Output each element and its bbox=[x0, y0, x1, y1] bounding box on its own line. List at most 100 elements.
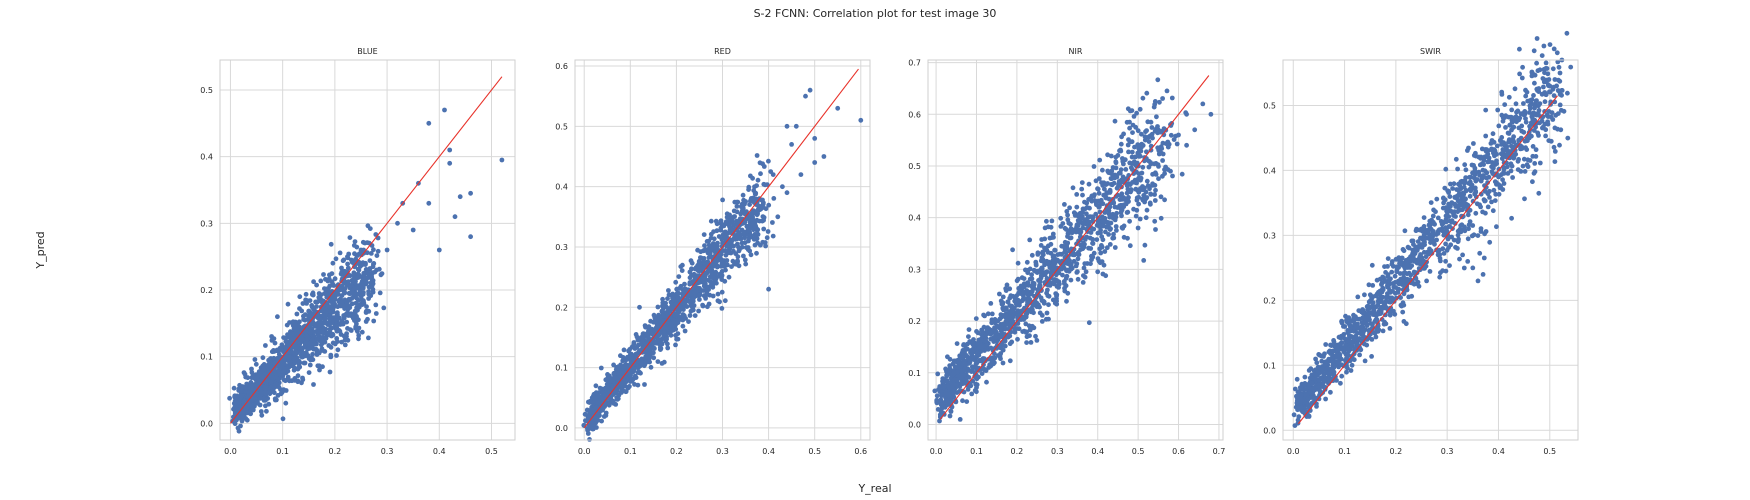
y-tick-label: 0.5 bbox=[1263, 101, 1276, 110]
scatter-point bbox=[315, 363, 321, 369]
scatter-point bbox=[1127, 125, 1132, 131]
scatter-point bbox=[353, 300, 359, 306]
scatter-point bbox=[1078, 210, 1084, 216]
scatter-point bbox=[1478, 178, 1484, 184]
scatter-point bbox=[708, 254, 713, 260]
scatter-point bbox=[1200, 101, 1206, 107]
scatter-point bbox=[770, 233, 776, 239]
scatter-point bbox=[685, 294, 691, 300]
scatter-point bbox=[1038, 269, 1044, 275]
scatter-point bbox=[1117, 197, 1123, 203]
scatter-point bbox=[1149, 131, 1155, 137]
scatter-point bbox=[1184, 111, 1189, 117]
scatter-point bbox=[1143, 215, 1149, 221]
scatter-point bbox=[1465, 212, 1471, 218]
scatter-point bbox=[1091, 250, 1097, 256]
scatter-point bbox=[747, 232, 753, 238]
scatter-point bbox=[687, 288, 693, 293]
scatter-point bbox=[329, 333, 334, 339]
scatter-point bbox=[702, 278, 707, 284]
scatter-point bbox=[1073, 228, 1079, 234]
x-tick-label: 0.1 bbox=[276, 447, 289, 456]
scatter-point bbox=[333, 323, 339, 328]
scatter-point bbox=[1102, 249, 1108, 254]
scatter-point bbox=[1133, 213, 1139, 219]
y-tick-label: 0.3 bbox=[908, 265, 921, 274]
scatter-point bbox=[771, 196, 777, 201]
scatter-point bbox=[731, 223, 737, 228]
scatter-point bbox=[1106, 206, 1111, 212]
scatter-point bbox=[741, 253, 746, 259]
scatter-point bbox=[1139, 144, 1144, 150]
scatter-point bbox=[287, 359, 293, 364]
scatter-point bbox=[1413, 276, 1419, 281]
scatter-point bbox=[1490, 208, 1496, 214]
scatter-point bbox=[753, 218, 759, 224]
scatter-point bbox=[340, 258, 346, 264]
y-tick-label: 0.1 bbox=[555, 364, 568, 373]
scatter-point bbox=[342, 297, 348, 303]
scatter-point bbox=[1162, 167, 1167, 173]
scatter-point bbox=[754, 153, 760, 158]
scatter-point bbox=[722, 278, 728, 284]
scatter-point bbox=[231, 385, 237, 391]
scatter-point bbox=[821, 154, 827, 159]
scatter-point bbox=[1058, 215, 1064, 221]
scatter-point bbox=[1463, 167, 1469, 173]
scatter-point bbox=[992, 325, 997, 331]
scatter-point bbox=[263, 397, 268, 403]
scatter-point bbox=[1149, 125, 1155, 130]
scatter-point bbox=[1003, 286, 1009, 291]
y-tick-label: 0.0 bbox=[908, 420, 921, 429]
scatter-point bbox=[1447, 194, 1453, 200]
scatter-point bbox=[1080, 192, 1085, 198]
y-tick-label: 0.4 bbox=[1263, 166, 1276, 175]
scatter-point bbox=[1027, 276, 1033, 282]
scatter-point bbox=[291, 367, 297, 373]
scatter-point bbox=[593, 383, 599, 389]
scatter-point bbox=[1046, 293, 1052, 299]
scatter-point bbox=[701, 232, 707, 238]
scatter-point bbox=[752, 242, 758, 248]
scatter-point bbox=[1069, 265, 1075, 271]
scatter-point bbox=[673, 342, 678, 348]
scatter-point bbox=[1051, 280, 1056, 286]
scatter-point bbox=[1096, 176, 1102, 182]
scatter-point bbox=[1523, 87, 1528, 93]
scatter-point bbox=[359, 329, 365, 335]
scatter-point bbox=[1045, 287, 1050, 293]
scatter-point bbox=[310, 306, 316, 311]
scatter-point bbox=[1496, 191, 1502, 197]
scatter-point bbox=[711, 229, 716, 235]
scatter-point bbox=[1155, 162, 1161, 168]
scatter-point bbox=[665, 345, 671, 351]
scatter-point bbox=[1162, 197, 1167, 203]
scatter-point bbox=[1081, 217, 1087, 223]
scatter-point bbox=[318, 322, 324, 328]
scatter-point bbox=[607, 401, 612, 407]
scatter-point bbox=[332, 318, 338, 323]
scatter-point bbox=[939, 384, 945, 390]
scatter-point bbox=[499, 157, 505, 163]
scatter-point bbox=[1153, 227, 1158, 232]
scatter-point bbox=[337, 315, 342, 321]
scatter-point bbox=[295, 366, 301, 372]
scatter-point bbox=[701, 288, 706, 293]
x-tick-label: 0.5 bbox=[1132, 447, 1145, 456]
scatter-point bbox=[726, 274, 732, 280]
scatter-point bbox=[946, 384, 951, 389]
scatter-point bbox=[642, 382, 647, 387]
scatter-point bbox=[956, 359, 961, 365]
scatter-point bbox=[600, 407, 605, 413]
scatter-point bbox=[615, 383, 620, 389]
scatter-point bbox=[1126, 149, 1131, 155]
scatter-point bbox=[610, 398, 616, 404]
scatter-point bbox=[706, 268, 712, 273]
scatter-point bbox=[245, 394, 251, 399]
scatter-point bbox=[1059, 243, 1065, 249]
scatter-point bbox=[611, 362, 616, 368]
scatter-point bbox=[241, 398, 247, 404]
scatter-point bbox=[1098, 197, 1104, 203]
scatter-point bbox=[322, 320, 328, 325]
scatter-point bbox=[935, 371, 941, 377]
